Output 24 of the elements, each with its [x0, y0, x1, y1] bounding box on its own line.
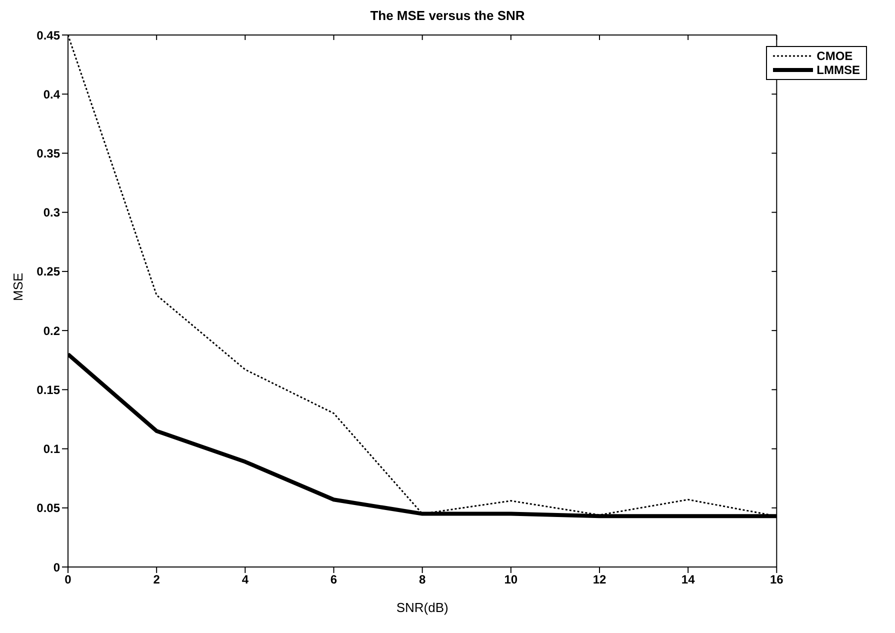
- y-tick-label: 0.4: [43, 87, 60, 102]
- y-tick-label: 0.3: [43, 206, 60, 220]
- x-axis-title: SNR(dB): [396, 600, 448, 615]
- y-tick-label: 0: [53, 560, 60, 574]
- x-tick-label: 4: [242, 572, 249, 587]
- legend-label: LMMSE: [816, 63, 860, 77]
- x-tick-label: 12: [592, 572, 606, 587]
- x-tick-label: 6: [330, 572, 338, 587]
- x-tick-label: 8: [418, 572, 426, 587]
- y-tick-label: 0.05: [36, 501, 60, 516]
- legend-label: CMOE: [816, 49, 853, 63]
- y-tick-label: 0.1: [43, 442, 60, 456]
- y-tick-label: 0.45: [36, 28, 60, 42]
- x-tick-label: 10: [504, 572, 518, 587]
- y-axis-title: MSE: [10, 272, 26, 301]
- x-tick-label: 16: [770, 572, 784, 587]
- y-tick-label: 0.2: [43, 324, 60, 338]
- x-tick-label: 14: [681, 572, 696, 587]
- x-tick-label: 0: [64, 572, 72, 587]
- chart-title: The MSE versus the SNR: [369, 8, 526, 23]
- y-tick-label: 0.15: [36, 382, 60, 397]
- x-tick-label: 2: [153, 572, 160, 587]
- y-tick-label: 0.25: [36, 264, 60, 279]
- y-tick-label: 0.35: [36, 146, 60, 160]
